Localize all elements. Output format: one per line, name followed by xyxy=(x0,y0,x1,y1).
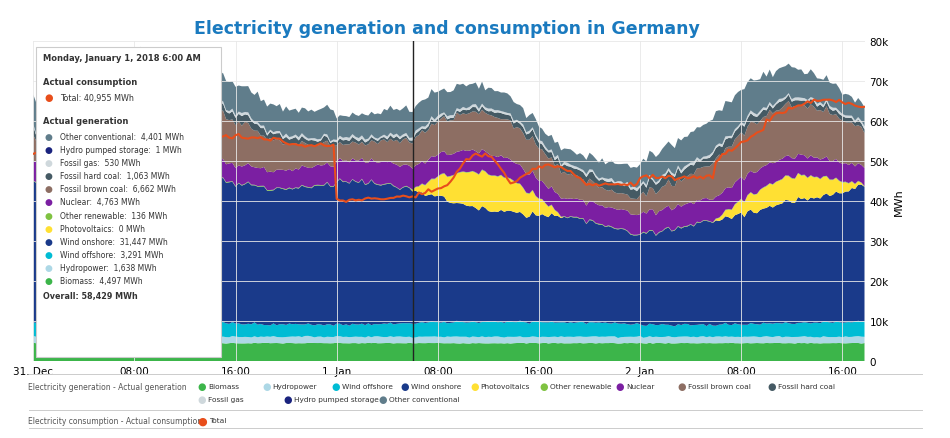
Text: Nuclear: Nuclear xyxy=(626,383,655,389)
Text: Other conventional:  4,401 MWh: Other conventional: 4,401 MWh xyxy=(60,132,184,141)
Text: Fossil brown coal:  6,662 MWh: Fossil brown coal: 6,662 MWh xyxy=(60,185,176,194)
Text: Fossil brown coal: Fossil brown coal xyxy=(688,383,750,389)
Text: Wind offshore:  3,291 MWh: Wind offshore: 3,291 MWh xyxy=(60,251,163,260)
Text: ●: ● xyxy=(540,381,548,391)
Y-axis label: MWh: MWh xyxy=(894,187,904,215)
Text: ●: ● xyxy=(332,381,340,391)
Text: ●: ● xyxy=(45,159,52,168)
Text: Nuclear:  4,763 MWh: Nuclear: 4,763 MWh xyxy=(60,198,140,207)
Text: Fossil gas:  530 MWh: Fossil gas: 530 MWh xyxy=(60,159,141,168)
Text: ●: ● xyxy=(283,395,292,404)
Text: Biomass:  4,497 MWh: Biomass: 4,497 MWh xyxy=(60,277,142,286)
Text: Electricity consumption - Actual consumption: Electricity consumption - Actual consump… xyxy=(28,416,202,425)
Text: ●: ● xyxy=(616,381,624,391)
Text: ●: ● xyxy=(198,395,206,404)
Text: ●: ● xyxy=(45,237,52,247)
Text: ●: ● xyxy=(45,198,52,207)
Text: Total: Total xyxy=(209,417,226,424)
Text: ●: ● xyxy=(45,277,52,286)
Text: ●: ● xyxy=(45,132,52,141)
Text: Photovoltaics: Photovoltaics xyxy=(481,383,530,389)
Text: ●: ● xyxy=(262,381,271,391)
Text: Biomass: Biomass xyxy=(208,383,239,389)
Text: Fossil gas: Fossil gas xyxy=(208,396,243,403)
Text: Wind offshore: Wind offshore xyxy=(342,383,393,389)
Text: ●: ● xyxy=(470,381,479,391)
Text: ●: ● xyxy=(45,93,53,103)
Text: ●: ● xyxy=(45,185,52,194)
Text: ●: ● xyxy=(677,381,686,391)
Text: Overall: 58,429 MWh: Overall: 58,429 MWh xyxy=(43,291,138,300)
Text: ●: ● xyxy=(45,251,52,260)
Text: Hydro pumped storage: Hydro pumped storage xyxy=(294,396,378,403)
Text: ●: ● xyxy=(45,211,52,220)
Text: Hydro pumped storage:  1 MWh: Hydro pumped storage: 1 MWh xyxy=(60,145,181,155)
Text: Electricity generation and consumption in Germany: Electricity generation and consumption i… xyxy=(194,20,699,38)
Text: Photovoltaics:  0 MWh: Photovoltaics: 0 MWh xyxy=(60,224,144,233)
Text: ●: ● xyxy=(45,145,52,155)
Text: Monday, January 1, 2018 6:00 AM: Monday, January 1, 2018 6:00 AM xyxy=(43,53,200,63)
Text: Fossil hard coal:  1,063 MWh: Fossil hard coal: 1,063 MWh xyxy=(60,172,170,181)
Text: Total: 40,955 MWh: Total: 40,955 MWh xyxy=(60,94,134,103)
Text: ●: ● xyxy=(198,381,206,391)
Text: Electricity generation - Actual generation: Electricity generation - Actual generati… xyxy=(28,382,187,391)
Text: Wind onshore:  31,447 MWh: Wind onshore: 31,447 MWh xyxy=(60,237,167,247)
Text: Actual consumption: Actual consumption xyxy=(43,78,137,87)
Text: Other conventional: Other conventional xyxy=(389,396,459,403)
Text: ●: ● xyxy=(198,416,207,425)
Text: ●: ● xyxy=(768,381,776,391)
Text: ●: ● xyxy=(45,264,52,273)
Text: Actual generation: Actual generation xyxy=(43,117,128,126)
Text: ●: ● xyxy=(378,395,387,404)
Text: ●: ● xyxy=(401,381,409,391)
Text: Other renewable: Other renewable xyxy=(550,383,612,389)
Text: Hydropower:  1,638 MWh: Hydropower: 1,638 MWh xyxy=(60,264,157,273)
Text: Hydropower: Hydropower xyxy=(273,383,317,389)
Text: Wind onshore: Wind onshore xyxy=(411,383,462,389)
Text: Fossil hard coal: Fossil hard coal xyxy=(778,383,835,389)
Text: ●: ● xyxy=(45,224,52,233)
Text: ●: ● xyxy=(45,172,52,181)
Text: Other renewable:  136 MWh: Other renewable: 136 MWh xyxy=(60,211,167,220)
